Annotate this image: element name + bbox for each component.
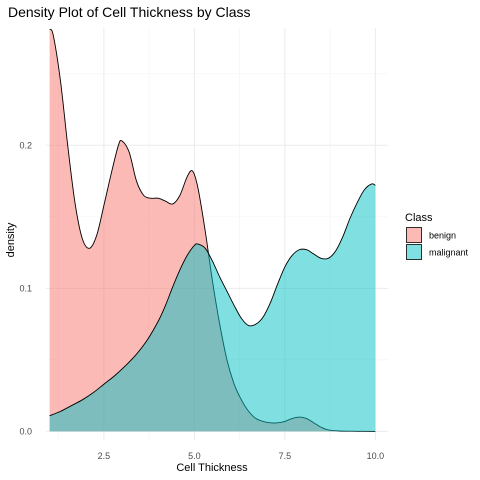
density-outline-malignant xyxy=(49,183,376,417)
legend-item-malignant: malignant xyxy=(406,244,469,260)
legend-key-swatch xyxy=(406,244,422,260)
legend: Class benign malignant xyxy=(405,212,469,260)
y-tick-labels: 0.0 0.1 0.2 xyxy=(19,140,32,436)
density-area-malignant xyxy=(49,183,376,432)
legend-item-benign: benign xyxy=(406,227,456,243)
x-tick-label: 5.0 xyxy=(188,451,201,461)
density-area-benign xyxy=(49,29,376,432)
x-tick-labels: 2.5 5.0 7.5 10.0 xyxy=(98,451,384,461)
density-areas xyxy=(49,28,376,432)
x-tick-label: 7.5 xyxy=(279,451,292,461)
chart-title: Density Plot of Cell Thickness by Class xyxy=(8,4,251,20)
x-tick-label: 10.0 xyxy=(367,451,385,461)
legend-items: benign malignant xyxy=(406,227,469,260)
x-tick-label: 2.5 xyxy=(98,451,111,461)
y-tick-label: 0.1 xyxy=(19,283,32,293)
legend-label: benign xyxy=(429,231,456,241)
x-axis-title: Cell Thickness xyxy=(176,462,248,474)
legend-title: Class xyxy=(405,212,433,224)
y-axis-title: density xyxy=(5,222,17,257)
legend-key-swatch xyxy=(406,227,422,243)
y-tick-label: 0.2 xyxy=(19,140,32,150)
y-tick-label: 0.0 xyxy=(19,426,32,436)
legend-label: malignant xyxy=(429,248,469,258)
